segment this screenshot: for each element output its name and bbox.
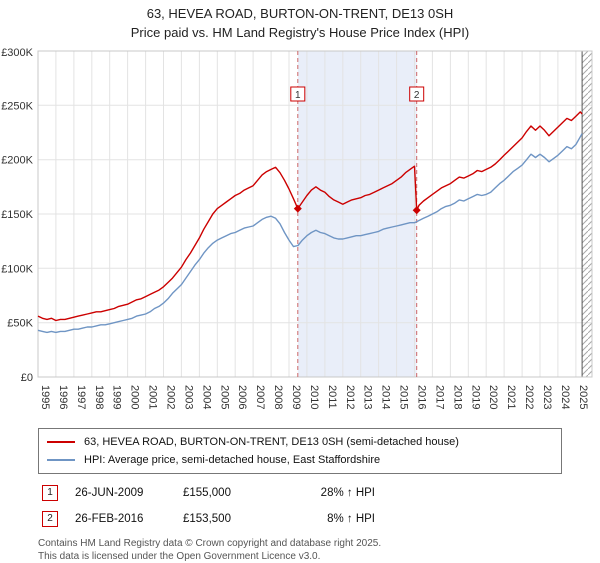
sale-price: £153,500 — [183, 512, 231, 525]
y-axis-tick-label: £150K — [1, 209, 33, 221]
sale-vs-hpi: 8% ↑ HPI — [327, 512, 375, 525]
x-axis-tick-label: 2011 — [326, 385, 338, 409]
sale-marker-diamond — [412, 205, 421, 214]
sale-number-label: 2 — [414, 90, 420, 101]
x-axis-tick-label: 2002 — [165, 385, 177, 409]
x-axis-tick-label: 2024 — [559, 385, 571, 409]
sale-date: 26-JUN-2009 — [75, 486, 144, 499]
y-axis-tick-label: £300K — [1, 47, 33, 59]
x-axis-tick-label: 1999 — [111, 385, 123, 409]
hpi-series-line — [37, 132, 583, 333]
legend-item: HPI: Average price, semi-detached house,… — [47, 451, 553, 469]
legend-label: HPI: Average price, semi-detached house,… — [84, 453, 381, 466]
sale-number-badge: 2 — [42, 510, 58, 527]
sale-date: 26-FEB-2016 — [75, 512, 144, 525]
x-axis-tick-label: 1995 — [39, 385, 51, 409]
x-axis-tick-label: 2018 — [451, 385, 463, 409]
x-axis-tick-label: 1998 — [93, 385, 105, 409]
x-axis-tick-label: 2021 — [505, 385, 517, 409]
y-axis-tick-label: £100K — [1, 263, 33, 275]
sale-vs-hpi: 28% ↑ HPI — [320, 486, 375, 499]
x-axis-tick-label: 2012 — [344, 385, 356, 409]
legend-item: 63, HEVEA ROAD, BURTON-ON-TRENT, DE13 0S… — [47, 433, 553, 451]
legend-line-swatch — [47, 440, 75, 443]
x-axis-tick-label: 2015 — [398, 385, 410, 409]
copyright-footer: Contains HM Land Registry data © Crown c… — [38, 537, 600, 563]
x-axis-tick-label: 2004 — [200, 385, 212, 409]
page-subtitle: Price paid vs. HM Land Registry's House … — [130, 24, 470, 40]
sale-number-box — [290, 86, 306, 102]
x-axis-tick-label: 2006 — [236, 385, 248, 409]
y-axis-tick-label: £0 — [21, 372, 33, 384]
x-axis-tick-label: 2010 — [308, 385, 320, 409]
sale-annotation-row: 1 26-JUN-2009 £155,000 28% ↑ HPI — [42, 484, 600, 501]
sale-annotation-row: 2 26-FEB-2016 £153,500 8% ↑ HPI — [42, 510, 600, 527]
plot-border — [37, 50, 593, 378]
x-axis-tick-label: 1996 — [57, 385, 69, 409]
x-axis-tick-label: 2017 — [433, 385, 445, 409]
x-axis-tick-label: 2019 — [469, 385, 481, 409]
x-axis-tick-label: 2013 — [362, 385, 374, 409]
legend-line-swatch — [47, 458, 75, 461]
x-axis-tick-label: 2022 — [523, 385, 535, 409]
price-paid-series-line — [37, 110, 583, 321]
sale-price: £155,000 — [183, 486, 231, 499]
x-axis-tick-label: 2014 — [380, 385, 392, 409]
x-axis-tick-label: 2007 — [254, 385, 266, 409]
x-axis-tick-label: 2023 — [541, 385, 553, 409]
x-axis-tick-label: 2005 — [218, 385, 230, 409]
y-axis-tick-label: £250K — [1, 100, 33, 112]
x-axis-tick-label: 2009 — [290, 385, 302, 409]
x-axis-tick-label: 2008 — [272, 385, 284, 409]
x-axis-tick-label: 2016 — [416, 385, 428, 409]
x-axis-tick-label: 2020 — [487, 385, 499, 409]
price-chart-canvas: 1 2 £0 £50K £100K £150K £200K £250K £300K 1995 199… — [1, 47, 593, 409]
x-axis-tick-label: 2001 — [147, 385, 159, 409]
price-chart: 1 2 £0 £50K £100K £150K £200K £250K £300K 1995 199… — [0, 45, 600, 428]
legend-label: 63, HEVEA ROAD, BURTON-ON-TRENT, DE13 0S… — [84, 435, 459, 448]
y-axis-tick-label: £50K — [7, 317, 33, 329]
x-axis-tick-label: 2025 — [577, 385, 589, 409]
sale-number-box — [409, 86, 425, 102]
footer-line-2: This data is licensed under the Open Gov… — [38, 550, 321, 562]
sale-marker-diamond — [293, 204, 302, 213]
sale-annotations: 1 26-JUN-2009 £155,000 28% ↑ HPI 2 26-FEB-201… — [42, 484, 600, 527]
future-hatch-region — [582, 50, 592, 377]
y-axis-tick-label: £200K — [1, 154, 33, 166]
x-axis-tick-label: 2000 — [129, 385, 141, 409]
footer-line-1: Contains HM Land Registry data © Crown c… — [38, 537, 382, 549]
x-axis-tick-label: 1997 — [75, 385, 87, 409]
sale-number-badge: 1 — [42, 484, 58, 501]
sale-number-label: 1 — [295, 90, 301, 101]
chart-header: 63, HEVEA ROAD, BURTON-ON-TRENT, DE13 0S… — [0, 0, 600, 43]
x-axis-tick-label: 2003 — [182, 385, 194, 409]
page-title: 63, HEVEA ROAD, BURTON-ON-TRENT, DE13 0S… — [146, 6, 454, 21]
chart-legend: 63, HEVEA ROAD, BURTON-ON-TRENT, DE13 0S… — [38, 427, 562, 474]
